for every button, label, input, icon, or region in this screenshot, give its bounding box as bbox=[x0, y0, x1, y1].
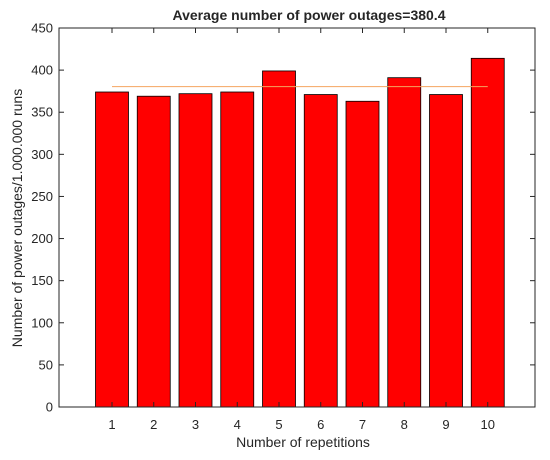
y-tick-label: 250 bbox=[31, 189, 53, 204]
y-tick-label: 50 bbox=[39, 357, 53, 372]
bar bbox=[136, 95, 171, 408]
y-tick-label: 350 bbox=[31, 105, 53, 120]
x-tick-label: 6 bbox=[317, 417, 324, 432]
bar bbox=[303, 94, 338, 408]
bar bbox=[220, 91, 255, 408]
axes-box bbox=[58, 27, 536, 408]
y-tick-label: 200 bbox=[31, 231, 53, 246]
y-tick-label: 300 bbox=[31, 147, 53, 162]
bar bbox=[178, 93, 213, 408]
chart-title: Average number of power outages=380.4 bbox=[173, 7, 446, 23]
x-tick-label: 9 bbox=[442, 417, 449, 432]
x-tick-label: 7 bbox=[359, 417, 366, 432]
y-tick-label: 100 bbox=[31, 315, 53, 330]
bar bbox=[262, 70, 296, 408]
x-tick-label: 4 bbox=[234, 417, 241, 432]
plot-area: 0 50 100 150 200 250 300 350 400 450 1 2 3 4 5 6 7 8 9 10 bbox=[31, 21, 536, 432]
x-tick-label: 1 bbox=[108, 417, 115, 432]
y-tick-label: 0 bbox=[46, 400, 53, 415]
x-axis-label: Number of repetitions bbox=[236, 434, 370, 450]
x-tick-label: 5 bbox=[275, 417, 282, 432]
x-tick-label: 2 bbox=[150, 417, 157, 432]
x-tick-label: 3 bbox=[192, 417, 199, 432]
bar bbox=[95, 91, 129, 408]
y-axis-label: Number of power outages/1.000.000 runs bbox=[9, 89, 25, 347]
bar bbox=[345, 100, 380, 408]
x-tick-label: 10 bbox=[481, 417, 495, 432]
y-tick-label: 400 bbox=[31, 63, 53, 78]
y-tick-label: 450 bbox=[31, 21, 53, 36]
x-tick-label: 8 bbox=[401, 417, 408, 432]
bar bbox=[470, 57, 505, 408]
bar bbox=[387, 77, 422, 408]
bar bbox=[429, 94, 463, 408]
y-tick-label: 150 bbox=[31, 273, 53, 288]
